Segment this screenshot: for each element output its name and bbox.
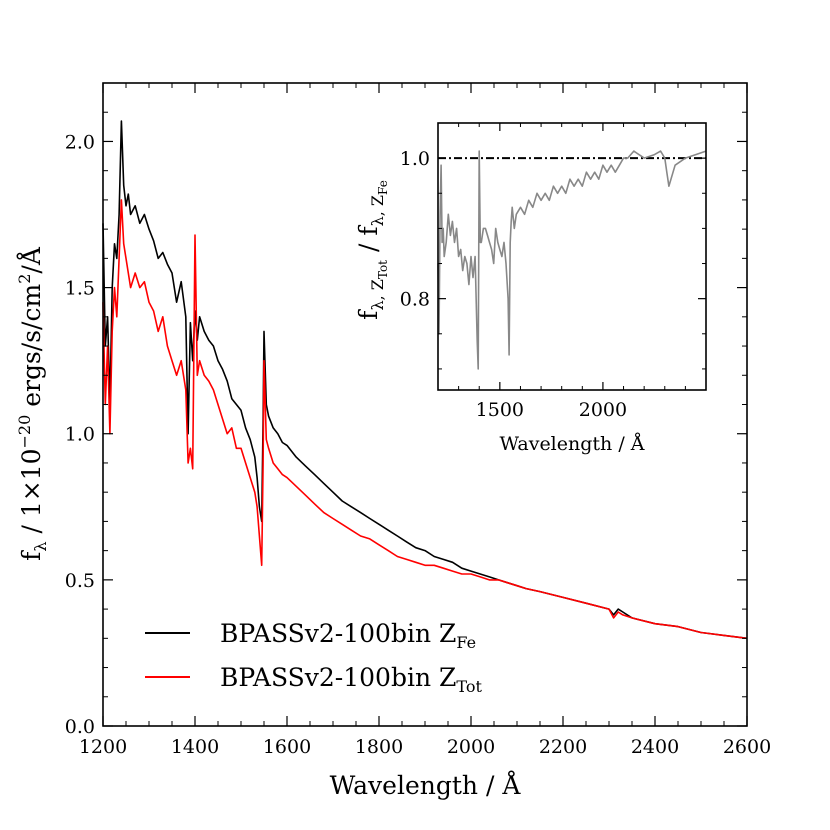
inset-y-axis-title-sub1: λ, Z [368,279,387,310]
inset-x-tick-label-1: 2000 [579,399,627,421]
legend-entry-ztot: BPASSv2-100bin ZTot [145,663,482,696]
inset-background [438,123,706,390]
legend-label-ztot-main: BPASSv2-100bin Z [220,663,456,692]
main-y-tick-label-3: 1.5 [65,278,95,300]
main-series-line-1 [102,199,748,640]
main-x-tick-label-3: 1800 [355,736,403,758]
main-y-axis-title-lambda: λ [31,541,50,551]
inset-series-group [437,150,707,370]
main-y-tick-label-0: 0.0 [65,716,95,738]
main-series-group [102,120,748,640]
main-y-tick-label-4: 2.0 [65,131,95,153]
main-y-axis-title: fλ / 1×10−20 ergs/s/cm2/Å [15,246,50,561]
main-x-tick-label-5: 2200 [539,736,587,758]
main-x-tick-label-2: 1600 [263,736,311,758]
legend-label-zfe-main: BPASSv2-100bin Z [220,619,456,648]
inset-plot-frame [437,122,707,391]
inset-y-tick-label-0: 0.8 [400,289,430,311]
main-y-tick-label-2: 1.0 [65,424,95,446]
main-y-axis-title-unit: ergs/s/cm [17,284,46,415]
main-y-axis-title-unit-exp: 2 [15,274,34,284]
main-y-axis-title-mid: / 1×10 [17,448,46,541]
main-y-axis-title-f: f [17,550,46,561]
inset-series-line-0 [437,150,707,370]
main-x-tick-label-6: 2400 [631,736,679,758]
inset-y-axis-title-f1: f [354,309,383,320]
main-x-tick-label-4: 2000 [447,736,495,758]
main-y-axis-title-exp: −20 [15,415,34,449]
inset-y-axis-title-mid: / f [354,225,383,260]
main-axes: 1200 1400 1600 1800 2000 2200 2400 2600 0.0 0.5 1.… [15,82,771,800]
legend-label-ztot: BPASSv2-100bin ZTot [220,663,482,696]
legend-entry-zfe: BPASSv2-100bin ZFe [145,619,476,652]
inset-y-axis-title-subsub2: Fe [376,180,390,195]
main-y-axis-title-tail: /Å [16,246,46,273]
legend-label-zfe-sub: Fe [456,633,476,652]
inset-y-tick-label-1: 1.0 [400,148,430,170]
main-ticks-group: 1200 1400 1600 1800 2000 2200 2400 2600 0.0 0.5 1.… [65,82,771,758]
inset-y-axis-title: fλ, ZTot / fλ, ZFe [354,180,390,320]
inset-x-tick-label-0: 1500 [476,399,524,421]
legend: BPASSv2-100bin ZFe BPASSv2-100bin ZTot [145,619,482,696]
legend-label-zfe: BPASSv2-100bin ZFe [220,619,476,652]
inset-ticks-group: 1500 2000 0.8 1.0 [400,122,707,421]
main-x-tick-label-7: 2600 [723,736,771,758]
main-x-tick-label-0: 1200 [79,736,127,758]
main-x-axis-title: Wavelength / Å [330,770,522,800]
main-x-tick-label-1: 1400 [171,736,219,758]
inset-x-axis-title: Wavelength / Å [500,433,645,455]
main-y-tick-label-1: 0.5 [65,570,95,592]
inset-y-axis-title-sub2: λ, Z [368,195,387,226]
legend-label-ztot-sub: Tot [456,677,482,696]
inset-y-axis-title-subsub1: Tot [376,260,390,279]
